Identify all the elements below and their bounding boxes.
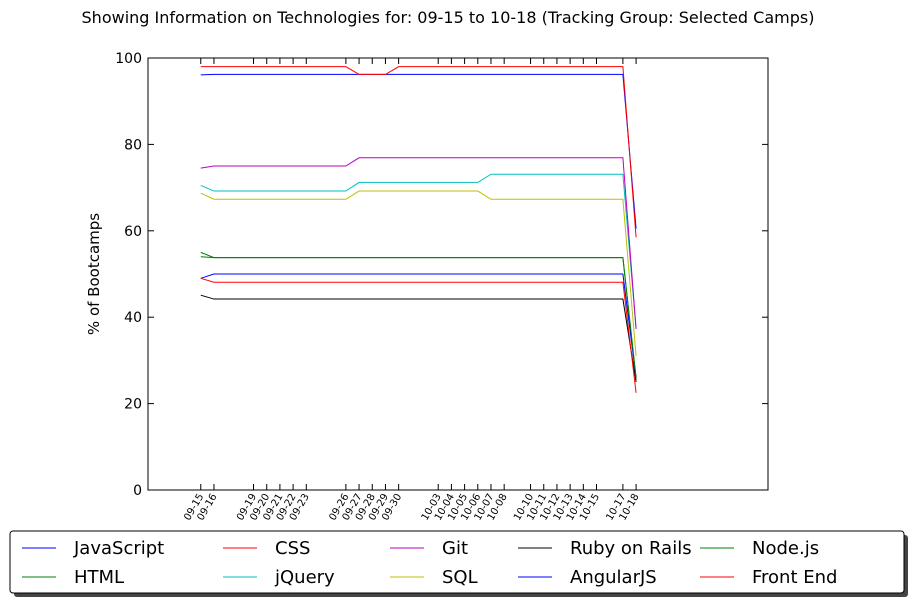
legend-label: Ruby on Rails: [570, 538, 692, 559]
series-line-html: [200, 251, 637, 380]
legend-label: Node.js: [752, 538, 819, 559]
y-tick-label: 0: [133, 483, 142, 499]
series-line-css: [200, 66, 637, 238]
y-tick-label: 20: [124, 397, 142, 413]
legend-label: JavaScript: [73, 538, 164, 559]
series-line-ruby-on-rails: [200, 294, 637, 383]
legend-label: HTML: [74, 567, 124, 588]
series-line-jquery: [200, 173, 637, 329]
series-line-sql: [200, 190, 637, 357]
y-tick-label: 100: [115, 51, 142, 67]
series-line-angularjs: [200, 273, 637, 378]
chart-title: Showing Information on Technologies for:…: [82, 8, 815, 27]
legend-label: Git: [442, 538, 468, 559]
legend-label: jQuery: [274, 567, 335, 588]
y-tick-label: 80: [124, 137, 142, 153]
legend: JavaScript HTML CSS jQuery Git SQL Ruby on Rai…: [9, 530, 908, 597]
legend-label: CSS: [275, 538, 310, 559]
y-axis-label: % of Bootcamps: [85, 213, 103, 335]
legend-label: AngularJS: [570, 567, 657, 588]
series-line-git: [200, 157, 637, 329]
legend-label: Front End: [752, 567, 837, 588]
y-tick-label: 40: [124, 310, 142, 326]
series-line-javascript: [200, 73, 637, 229]
legend-label: SQL: [442, 567, 478, 588]
series-line-node-js: [200, 256, 637, 378]
y-tick-label: 60: [124, 224, 142, 240]
series-line-front-end: [200, 277, 637, 393]
plot-frame: [147, 57, 769, 491]
